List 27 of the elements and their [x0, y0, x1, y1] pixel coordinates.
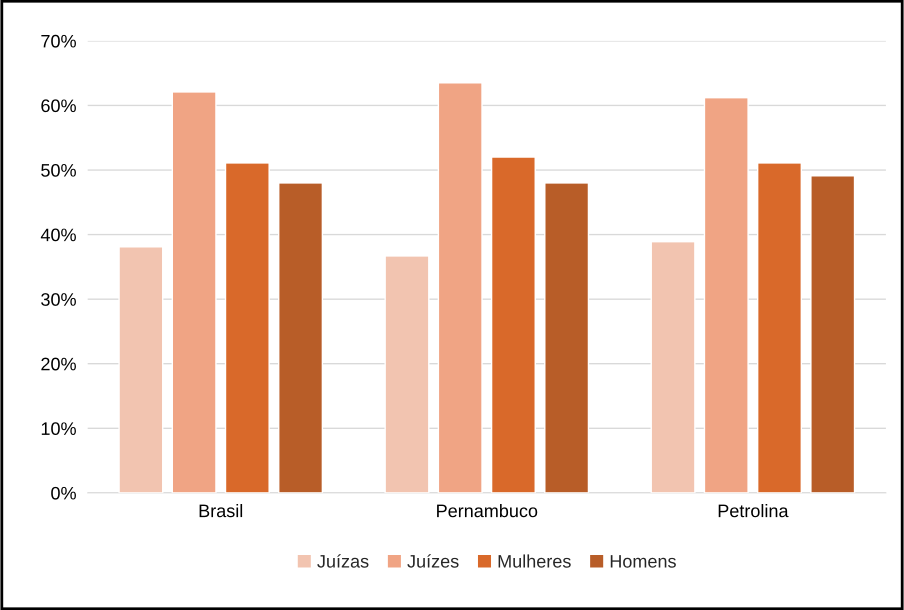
y-tick-label: 30%: [41, 293, 76, 306]
bar: [278, 182, 324, 493]
bar: [224, 162, 270, 493]
bar: [438, 82, 483, 493]
bar: [810, 175, 856, 493]
bar: [704, 97, 749, 493]
y-tick-label: 70%: [41, 34, 76, 48]
bar: [650, 240, 696, 493]
y-tick-label: 10%: [42, 422, 76, 436]
y-tick-label: 60%: [41, 99, 76, 112]
legend-label: Mulheres: [498, 554, 571, 568]
y-tick-label: 0%: [51, 486, 76, 500]
x-tick-label: Brasil: [200, 504, 242, 518]
bar: [172, 91, 217, 493]
bar: [756, 162, 802, 493]
legend-label: Homens: [610, 555, 676, 568]
y-tick-label: 20%: [41, 358, 76, 370]
x-tick-label: Petrolina: [718, 504, 789, 518]
bar: [490, 156, 536, 493]
bar: [544, 182, 590, 493]
bar: [384, 255, 430, 493]
y-tick-label: 40%: [40, 228, 76, 242]
x-tick-label: Pernambuco: [437, 504, 538, 518]
legend-label: Juízes: [407, 554, 459, 568]
bar: [118, 246, 164, 493]
y-tick-label: 50%: [41, 164, 76, 177]
legend-label: Juízas: [317, 554, 368, 568]
